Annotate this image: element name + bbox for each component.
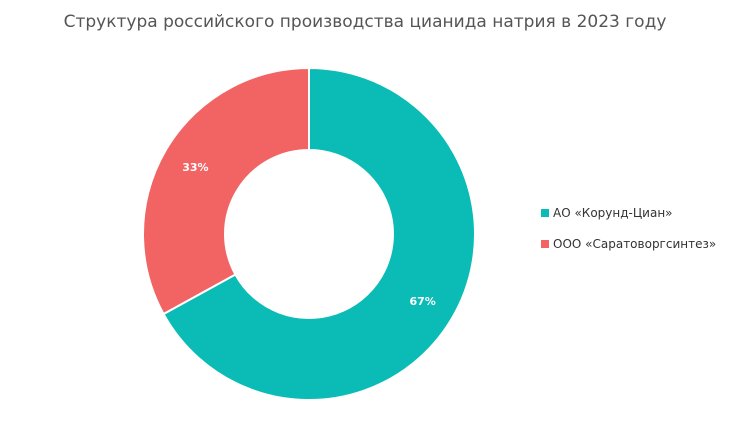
legend-label: АО «Корунд-Циан» <box>553 206 673 220</box>
legend-swatch <box>541 209 549 217</box>
slice-label-1: 67% <box>409 295 435 308</box>
donut-slice-labels: 67% 33% <box>182 161 436 308</box>
legend-item-1[interactable]: АО «Корунд-Циан» <box>541 206 673 220</box>
chart-title: Структура российского производства циани… <box>64 12 667 32</box>
legend-swatch <box>541 240 549 248</box>
donut-slice-2[interactable] <box>142 66 310 316</box>
donut-slice-1[interactable] <box>162 66 476 401</box>
slice-label-2: 33% <box>182 161 208 174</box>
legend-item-2[interactable]: ООО «Саратоворгсинтез» <box>541 237 716 251</box>
donut-slices <box>142 66 476 401</box>
legend-label: ООО «Саратоворгсинтез» <box>553 237 716 251</box>
legend: АО «Корунд-Циан» ООО «Саратоворгсинтез» <box>541 206 716 251</box>
